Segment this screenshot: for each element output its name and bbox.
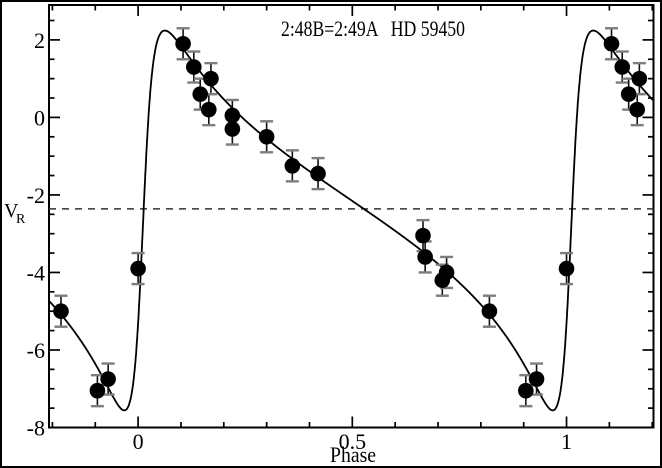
data-point (603, 35, 620, 52)
y-tick-label: 2 (34, 28, 45, 53)
plot-title: 2:48B=2:49A HD 59450 (281, 16, 465, 41)
data-point (186, 59, 202, 75)
data-point (558, 260, 575, 277)
data-points (53, 27, 648, 408)
data-point (203, 70, 219, 87)
y-axis-label-sub: R (16, 212, 26, 227)
model-rv-curve (48, 29, 654, 412)
data-point (310, 165, 326, 182)
data-point (100, 371, 116, 387)
data-point (284, 158, 301, 174)
y-axis-label-main: V (4, 200, 19, 222)
y-tick-label: 0 (34, 105, 45, 130)
data-point (528, 371, 545, 387)
data-point (224, 121, 241, 137)
y-tick-label: -6 (27, 338, 45, 363)
data-point (224, 107, 241, 124)
data-point (192, 86, 209, 102)
data-point (201, 101, 217, 118)
y-tick-label: -2 (27, 183, 45, 208)
data-point (620, 86, 637, 102)
data-point (175, 35, 191, 52)
data-point (438, 264, 455, 281)
data-point (417, 249, 433, 265)
data-point (130, 260, 146, 277)
y-tick-label: -8 (27, 416, 45, 441)
axis-ticks (49, 5, 654, 429)
data-point (258, 128, 275, 145)
data-point (481, 303, 498, 320)
data-point (614, 59, 631, 75)
data-point (629, 101, 646, 118)
x-axis-label: Phase (330, 442, 376, 467)
axes-box (48, 4, 655, 429)
y-tick-label: -4 (27, 260, 45, 285)
x-tick-label: 1 (561, 429, 572, 454)
plot-frame (48, 4, 655, 429)
axis-tick-labels: 0 0.5 1 2 0 -2 -4 -6 -8 (27, 28, 572, 454)
data-point (53, 303, 69, 320)
data-point (631, 70, 648, 87)
data-point (89, 382, 106, 399)
data-point (415, 227, 431, 244)
rv-curve-path (48, 29, 654, 412)
x-tick-label: 0 (133, 429, 144, 454)
x-tick-label: 0.5 (339, 429, 367, 454)
data-point (518, 382, 534, 399)
